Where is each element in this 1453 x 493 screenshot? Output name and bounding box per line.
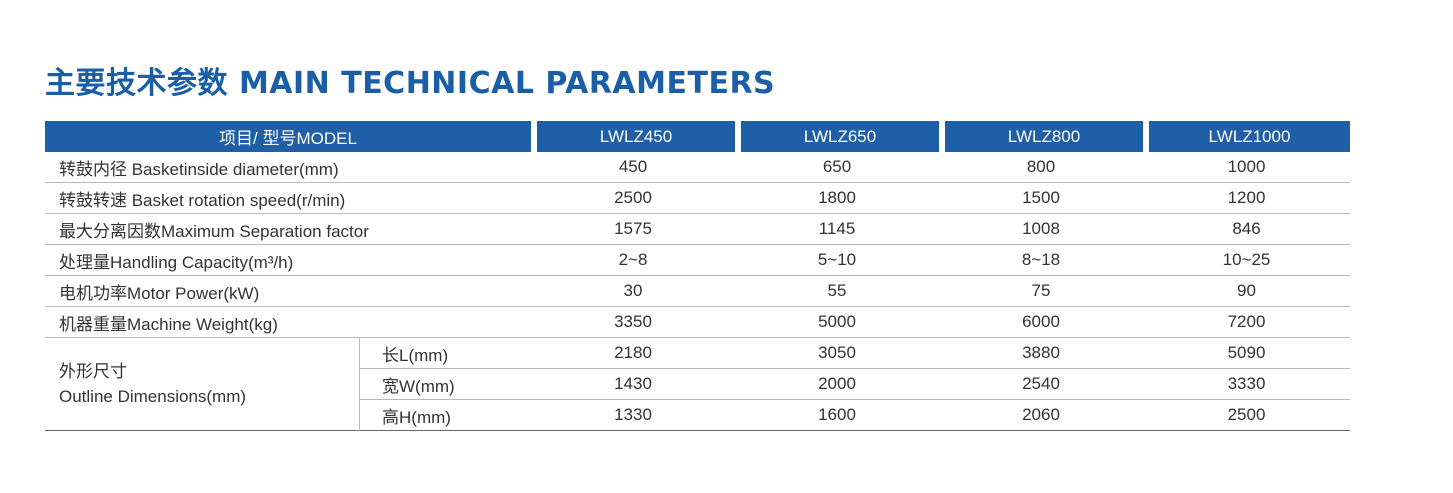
table-cell: 5000	[735, 307, 939, 338]
table-cell: 5~10	[735, 245, 939, 276]
row-label: 最大分离因数Maximum Separation factor	[45, 214, 531, 245]
table-cell: 1200	[1143, 183, 1350, 214]
row-label: 转鼓转速 Basket rotation speed(r/min)	[45, 183, 531, 214]
table-row: 机器重量Machine Weight(kg) 3350 5000 6000 72…	[45, 307, 1350, 338]
table-row: 电机功率Motor Power(kW) 30 55 75 90	[45, 276, 1350, 307]
table-row: 外形尺寸 Outline Dimensions(mm) 长L(mm) 2180 …	[45, 338, 1350, 431]
table-row: 转鼓转速 Basket rotation speed(r/min) 2500 1…	[45, 183, 1350, 214]
row-sublabel: 高H(mm)	[359, 400, 531, 431]
table-cell: 30	[531, 276, 735, 307]
table-cell: 3880	[939, 338, 1143, 369]
row-sublabel: 长L(mm)	[359, 338, 531, 369]
table-cell: 650	[735, 152, 939, 183]
header-model: LWLZ800	[939, 121, 1143, 152]
table-cell: 75	[939, 276, 1143, 307]
table-cell: 450	[531, 152, 735, 183]
table-cell: 1008	[939, 214, 1143, 245]
table-cell: 2060	[939, 400, 1143, 431]
table-cell: 2500	[1143, 400, 1350, 431]
table-cell: 3350	[531, 307, 735, 338]
row-label: 转鼓内径 Basketinside diameter(mm)	[45, 152, 531, 183]
table-cell: 5090	[1143, 338, 1350, 369]
table-cell: 1145	[735, 214, 939, 245]
table-cell: 1430	[531, 369, 735, 400]
table-cell: 10~25	[1143, 245, 1350, 276]
table-header-row: 项目/ 型号MODEL LWLZ450 LWLZ650 LWLZ800 LWLZ…	[45, 121, 1350, 152]
header-model: LWLZ450	[531, 121, 735, 152]
table-cell: 7200	[1143, 307, 1350, 338]
table-row: 最大分离因数Maximum Separation factor 1575 114…	[45, 214, 1350, 245]
table-cell: 3050	[735, 338, 939, 369]
header-label: 项目/ 型号MODEL	[45, 121, 531, 152]
table-cell: 2540	[939, 369, 1143, 400]
row-label: 机器重量Machine Weight(kg)	[45, 307, 531, 338]
table-cell: 8~18	[939, 245, 1143, 276]
header-model: LWLZ650	[735, 121, 939, 152]
table-cell: 1500	[939, 183, 1143, 214]
table-cell: 1600	[735, 400, 939, 431]
table-cell: 1575	[531, 214, 735, 245]
dimensions-label: 外形尺寸 Outline Dimensions(mm)	[45, 338, 359, 431]
page-title: 主要技术参数 MAIN TECHNICAL PARAMETERS	[45, 66, 776, 101]
dimensions-label-cn: 外形尺寸	[59, 362, 127, 381]
table-cell: 55	[735, 276, 939, 307]
table-cell: 1000	[1143, 152, 1350, 183]
parameters-table: 项目/ 型号MODEL LWLZ450 LWLZ650 LWLZ800 LWLZ…	[45, 121, 1350, 431]
table-cell: 2000	[735, 369, 939, 400]
table-cell: 2~8	[531, 245, 735, 276]
table-cell: 3330	[1143, 369, 1350, 400]
table-cell: 2500	[531, 183, 735, 214]
header-model: LWLZ1000	[1143, 121, 1350, 152]
table-row: 高H(mm) 1330 1600 2060 2500	[45, 400, 1350, 431]
table-cell: 1800	[735, 183, 939, 214]
table-cell: 1330	[531, 400, 735, 431]
table-cell: 846	[1143, 214, 1350, 245]
table-row: 宽W(mm) 1430 2000 2540 3330	[45, 369, 1350, 400]
table-cell: 6000	[939, 307, 1143, 338]
dimensions-label-en: Outline Dimensions(mm)	[59, 387, 247, 406]
table-cell: 90	[1143, 276, 1350, 307]
table-row: 转鼓内径 Basketinside diameter(mm) 450 650 8…	[45, 152, 1350, 183]
table-cell: 800	[939, 152, 1143, 183]
row-sublabel: 宽W(mm)	[359, 369, 531, 400]
table-row: 处理量Handling Capacity(m³/h) 2~8 5~10 8~18…	[45, 245, 1350, 276]
row-label: 处理量Handling Capacity(m³/h)	[45, 245, 531, 276]
table-cell: 2180	[531, 338, 735, 369]
row-label: 电机功率Motor Power(kW)	[45, 276, 531, 307]
